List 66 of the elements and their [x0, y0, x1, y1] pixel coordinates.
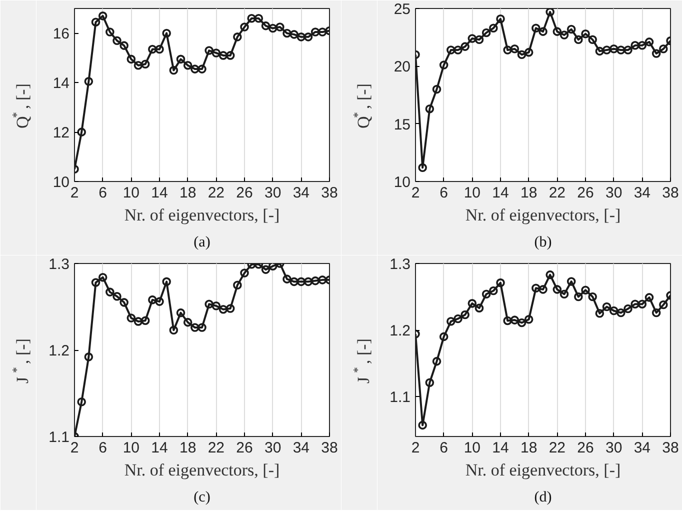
y-tick-label: 1.3 — [390, 256, 411, 273]
y-tick-label: 1.3 — [48, 256, 70, 273]
x-axis-title: Nr. of eigenvectors, [-] — [124, 206, 280, 224]
x-tick-label: 18 — [179, 440, 196, 456]
x-tick-label: 22 — [548, 184, 566, 202]
x-tick-label: 6 — [98, 440, 108, 456]
y-tick-label: 14 — [52, 75, 70, 92]
y-axis-title: J*, [-] — [10, 338, 32, 384]
y-tick-label: 15 — [394, 116, 411, 134]
y-tick-label: 1.1 — [390, 389, 411, 406]
x-tick-label: 26 — [577, 440, 594, 456]
x-tick-label: 2 — [411, 184, 420, 202]
x-tick-label: 2 — [411, 440, 420, 456]
x-tick-label: 18 — [520, 184, 538, 202]
y-axis-title: J*, [-] — [350, 338, 373, 384]
y-tick-label: 1.2 — [48, 342, 70, 360]
x-tick-label: 30 — [264, 440, 282, 456]
y-tick-label: 12 — [52, 124, 70, 142]
x-tick-label: 26 — [236, 440, 253, 456]
text: (d) — [534, 490, 552, 506]
x-tick-label: 6 — [440, 440, 448, 456]
y-axis-title: Q*, [-] — [350, 84, 373, 128]
x-tick-label: 30 — [605, 184, 622, 202]
x-tick-label: 22 — [208, 184, 225, 202]
x-tick-label: 14 — [151, 184, 168, 202]
x-tick-label: 14 — [492, 440, 509, 456]
y-tick-label: 20 — [394, 58, 411, 76]
x-tick-label: 30 — [605, 440, 622, 456]
x-tick-label: 2 — [70, 440, 79, 456]
x-tick-label: 18 — [520, 440, 538, 456]
x-tick-label: 38 — [662, 440, 679, 456]
x-tick-label: 34 — [634, 440, 651, 456]
x-tick-label: 10 — [122, 184, 140, 202]
x-axis-title: Nr. of eigenvectors, [-] — [465, 206, 621, 224]
x-tick-label: 18 — [179, 184, 196, 202]
x-tick-label: 26 — [577, 184, 594, 202]
x-tick-label: 2 — [70, 184, 79, 202]
x-tick-label: 26 — [236, 184, 253, 202]
text: (b) — [534, 234, 552, 250]
y-tick-label: 25 — [394, 1, 411, 18]
x-tick-label: 10 — [464, 440, 481, 456]
y-tick-label: 10 — [394, 174, 411, 191]
y-tick-label: 1.2 — [390, 322, 411, 340]
x-tick-label: 10 — [464, 184, 481, 202]
x-tick-label: 38 — [321, 184, 338, 202]
text: (a) — [194, 234, 210, 250]
x-tick-label: 34 — [292, 440, 310, 456]
x-tick-label: 22 — [208, 440, 225, 456]
x-axis-title: Nr. of eigenvectors, [-] — [465, 460, 621, 480]
x-tick-label: 6 — [440, 184, 448, 202]
x-tick-label: 22 — [548, 440, 566, 456]
x-tick-label: 14 — [492, 184, 509, 202]
y-tick-label: 1.1 — [48, 429, 70, 446]
y-axis-title: Q*, [-] — [10, 84, 32, 128]
x-tick-label: 6 — [98, 184, 108, 202]
x-tick-label: 10 — [122, 440, 140, 456]
x-tick-label: 34 — [292, 184, 310, 202]
y-tick-label: 10 — [52, 174, 70, 191]
x-axis-title: Nr. of eigenvectors, [-] — [124, 460, 280, 480]
x-tick-label: 30 — [264, 184, 282, 202]
text: (c) — [194, 490, 210, 506]
x-tick-label: 38 — [321, 440, 338, 456]
x-tick-label: 14 — [151, 440, 168, 456]
y-tick-label: 16 — [52, 26, 70, 43]
x-tick-label: 34 — [634, 184, 651, 202]
x-tick-label: 38 — [662, 184, 679, 202]
